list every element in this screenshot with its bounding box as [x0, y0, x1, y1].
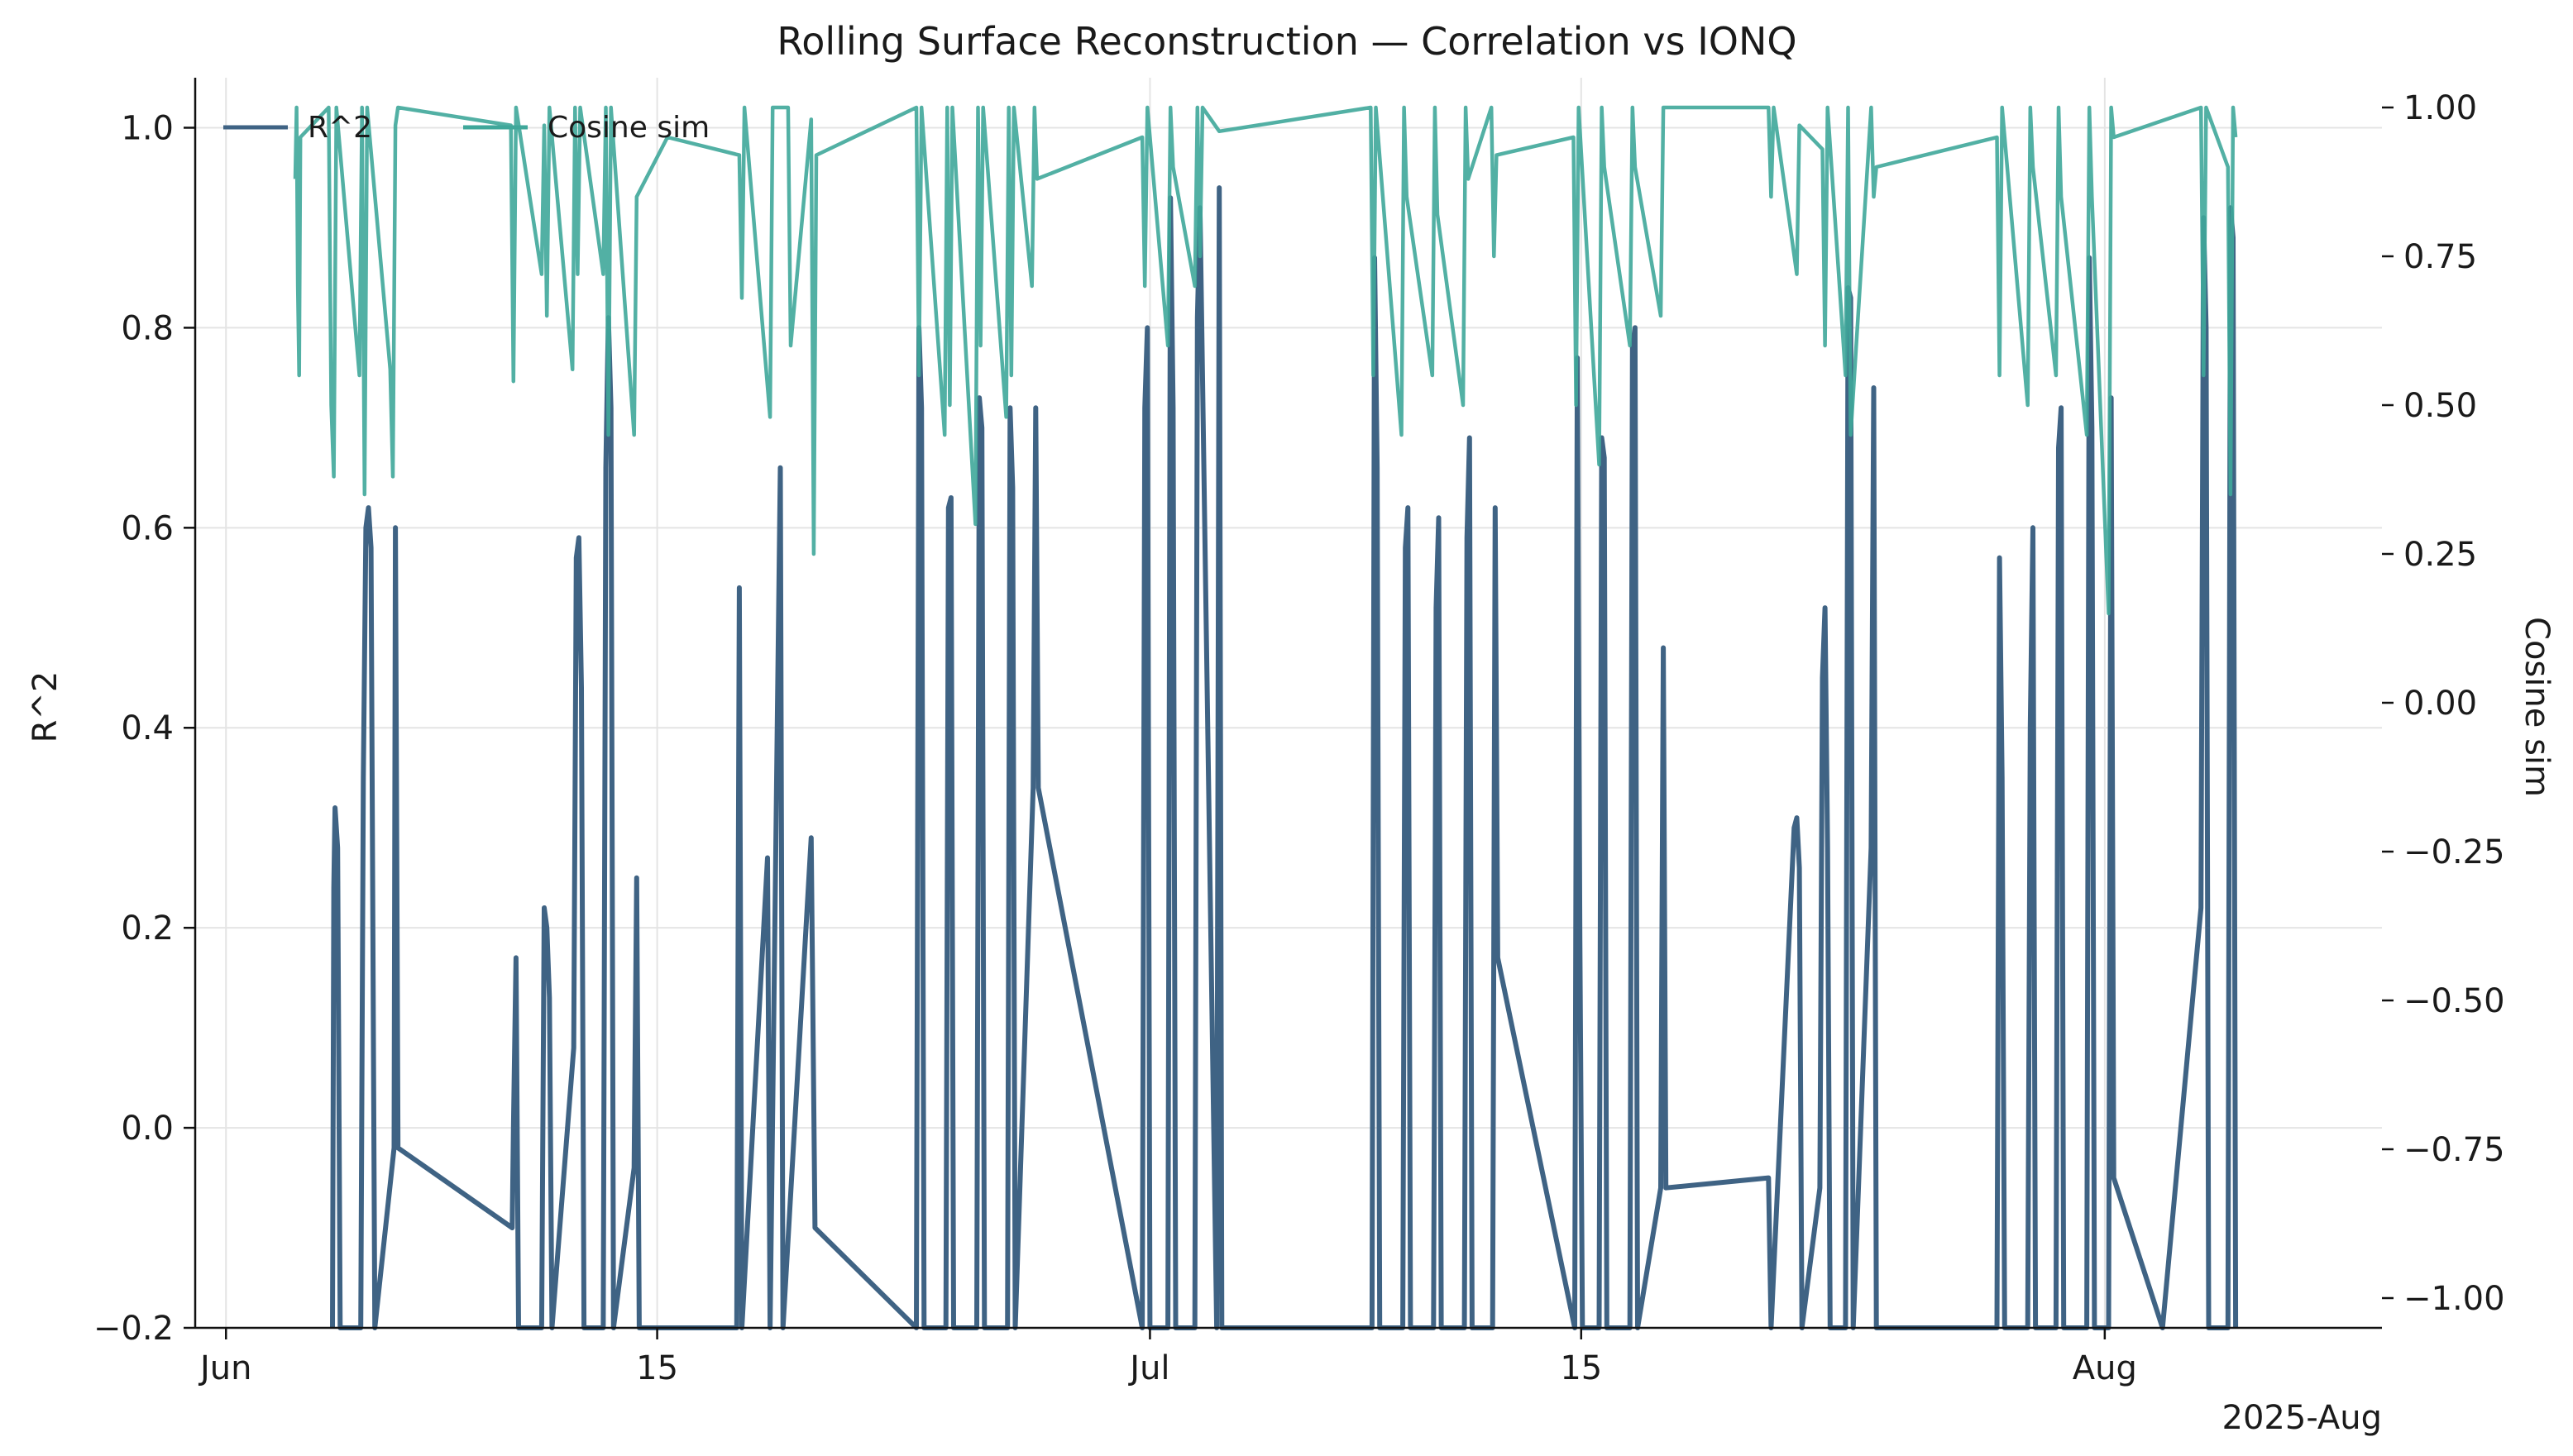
x-tick-label-4: Aug — [2073, 1349, 2137, 1387]
y2-tick-label-4: 0.00 — [2403, 685, 2477, 723]
legend-label-cosine-sim: Cosine sim — [548, 111, 710, 145]
x-axis-offset-label: 2025-Aug — [2222, 1399, 2382, 1437]
y2-tick-label-5: 0.25 — [2403, 536, 2477, 574]
y2-tick-label-1: −0.75 — [2403, 1131, 2505, 1169]
x-tick-label-1: 15 — [636, 1349, 678, 1387]
y-axis-title: R^2 — [26, 671, 65, 743]
legend: R^2 Cosine sim — [223, 111, 710, 145]
y2-tick-label-6: 0.50 — [2403, 387, 2477, 425]
x-tick-label-2: Jul — [1127, 1349, 1169, 1387]
y2-tick-label-7: 0.75 — [2403, 238, 2477, 276]
y-tick-label-0: −0.2 — [93, 1310, 174, 1348]
series-line-cosine-sim — [293, 105, 2238, 616]
axes: −0.2 0.0 0.2 0.4 0.6 0.8 1.0 −1.00 −0.75 −0.50 −0.… — [93, 78, 2505, 1387]
chart-title: Rolling Surface Reconstruction — Correla… — [777, 19, 1796, 64]
series-line-r2 — [330, 185, 2239, 1330]
legend-label-r2: R^2 — [308, 111, 372, 145]
y-tick-label-3: 0.4 — [121, 709, 174, 747]
y-tick-label-6: 1.0 — [121, 109, 174, 147]
y-tick-label-2: 0.2 — [121, 909, 174, 948]
y2-tick-label-3: −0.25 — [2403, 833, 2505, 871]
y2-tick-label-8: 1.00 — [2403, 89, 2477, 127]
x-tick-label-0: Jun — [198, 1349, 252, 1387]
y2-tick-label-2: −0.50 — [2403, 982, 2505, 1020]
y-tick-label-1: 0.0 — [121, 1110, 174, 1148]
y-tick-label-5: 0.8 — [121, 309, 174, 347]
y-tick-label-4: 0.6 — [121, 509, 174, 547]
x-tick-label-3: 15 — [1560, 1349, 1602, 1387]
plot-area — [293, 105, 2239, 1330]
y2-axis-title: Cosine sim — [2518, 617, 2556, 797]
y2-tick-label-0: −1.00 — [2403, 1280, 2505, 1318]
